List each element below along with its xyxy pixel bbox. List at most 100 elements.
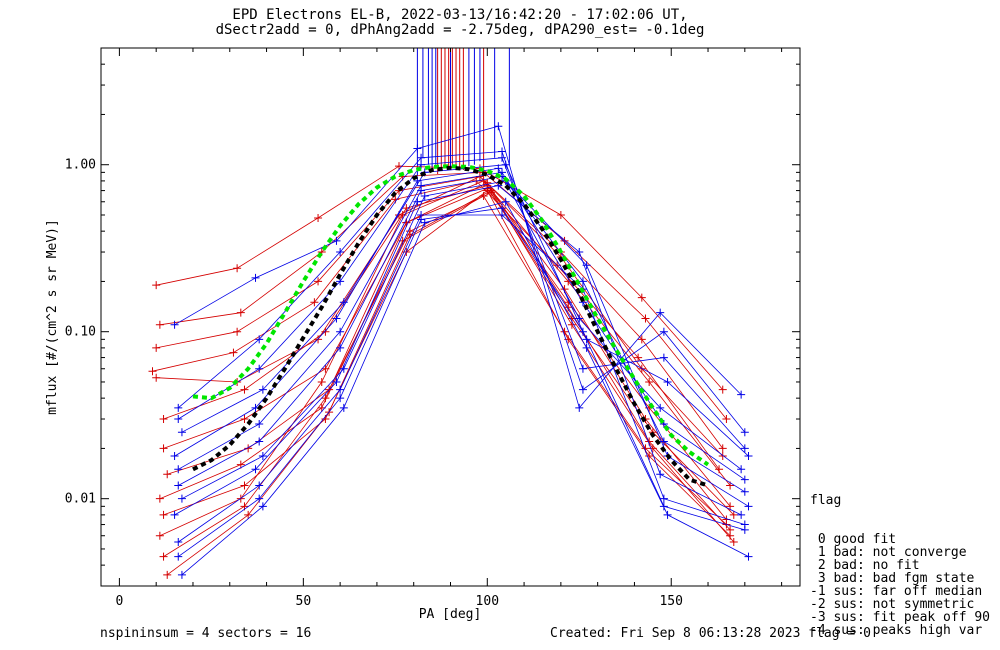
data-point <box>233 327 242 336</box>
data-point <box>321 394 330 403</box>
data-point <box>718 452 727 461</box>
legend-item: 0 good fit <box>810 532 897 547</box>
legend-item: -1 sus: far off median <box>810 584 983 599</box>
x-axis-label: PA [deg] <box>419 607 482 622</box>
series-line <box>181 180 749 507</box>
data-point <box>236 308 245 317</box>
data-point <box>336 394 345 403</box>
data-point <box>483 178 492 187</box>
data-point <box>336 248 345 257</box>
data-point <box>634 353 643 362</box>
legend-item: 1 bad: not converge <box>810 545 967 560</box>
data-point <box>255 437 264 446</box>
data-point <box>417 160 426 169</box>
data-point <box>498 210 507 219</box>
data-point <box>148 367 157 376</box>
series-line <box>159 195 727 525</box>
data-point <box>659 494 668 503</box>
data-point <box>420 218 429 227</box>
data-point <box>722 415 731 424</box>
data-point <box>560 236 569 245</box>
data-point <box>159 444 168 453</box>
data-point <box>659 353 668 362</box>
data-point <box>317 377 326 386</box>
data-layer <box>148 48 753 579</box>
data-point <box>575 314 584 323</box>
data-point <box>159 510 168 519</box>
series-line <box>152 180 720 470</box>
chart-title-line2: dSectr2add = 0, dPhAng2add = -2.75deg, d… <box>215 22 705 38</box>
data-point <box>575 248 584 257</box>
data-point <box>229 348 238 357</box>
data-point <box>413 144 422 153</box>
series-line <box>163 185 731 486</box>
x-tick-label: 50 <box>296 594 312 609</box>
data-point <box>744 452 753 461</box>
data-point <box>582 343 591 352</box>
data-point <box>244 444 253 453</box>
data-point <box>159 552 168 561</box>
data-point <box>578 364 587 373</box>
data-point <box>637 335 646 344</box>
y-tick-label: 0.01 <box>65 492 96 507</box>
data-point <box>501 197 510 206</box>
data-point <box>255 481 264 490</box>
data-point <box>174 538 183 547</box>
data-point <box>715 465 724 474</box>
data-point <box>177 570 186 579</box>
legend-item: -4 sus: peaks high var <box>810 623 983 638</box>
data-point <box>244 510 253 519</box>
y-tick-label: 1.00 <box>65 158 96 173</box>
data-point <box>556 210 565 219</box>
series-line <box>181 201 749 576</box>
data-point <box>479 176 488 185</box>
data-point <box>648 444 657 453</box>
data-point <box>240 385 249 394</box>
series-line <box>178 207 745 557</box>
data-point <box>498 153 507 162</box>
data-point <box>233 264 242 273</box>
data-point <box>255 335 264 344</box>
data-point <box>637 293 646 302</box>
data-point <box>152 373 161 382</box>
data-point <box>163 570 172 579</box>
series-line <box>178 157 746 449</box>
series-line <box>163 188 731 507</box>
data-point <box>726 525 735 534</box>
data-point <box>656 470 665 479</box>
data-point <box>177 428 186 437</box>
data-point <box>729 510 738 519</box>
data-point <box>314 213 323 222</box>
data-point <box>310 298 319 307</box>
data-point <box>240 481 249 490</box>
data-point <box>163 470 172 479</box>
series-line <box>159 171 727 420</box>
legend-item: 2 bad: no fit <box>810 558 920 573</box>
data-point <box>336 385 345 394</box>
data-point <box>255 494 264 503</box>
data-point <box>174 403 183 412</box>
series-line <box>163 189 731 536</box>
data-point <box>155 531 164 540</box>
data-point <box>152 281 161 290</box>
chart-title-line1: EPD Electrons EL-B, 2022-03-13/16:42:20 … <box>232 7 688 23</box>
data-point <box>656 403 665 412</box>
series-line <box>163 182 731 557</box>
legend-item: -3 sus: fit peak off 90 <box>810 610 991 625</box>
data-point <box>170 510 179 519</box>
footer-left-info: nspininsum = 4 sectors = 16 <box>100 626 312 641</box>
data-point <box>663 510 672 519</box>
data-point <box>258 502 267 511</box>
series-line <box>178 214 745 543</box>
data-point <box>501 160 510 169</box>
legend-title: flag <box>810 493 842 508</box>
data-point <box>578 385 587 394</box>
data-point <box>718 444 727 453</box>
series-line <box>174 185 742 516</box>
data-point <box>740 487 749 496</box>
y-tick-label: 0.10 <box>65 325 96 340</box>
legend-item: -2 sus: not symmetric <box>810 597 975 612</box>
data-point <box>402 204 411 213</box>
data-point <box>240 415 249 424</box>
data-point <box>417 186 426 195</box>
